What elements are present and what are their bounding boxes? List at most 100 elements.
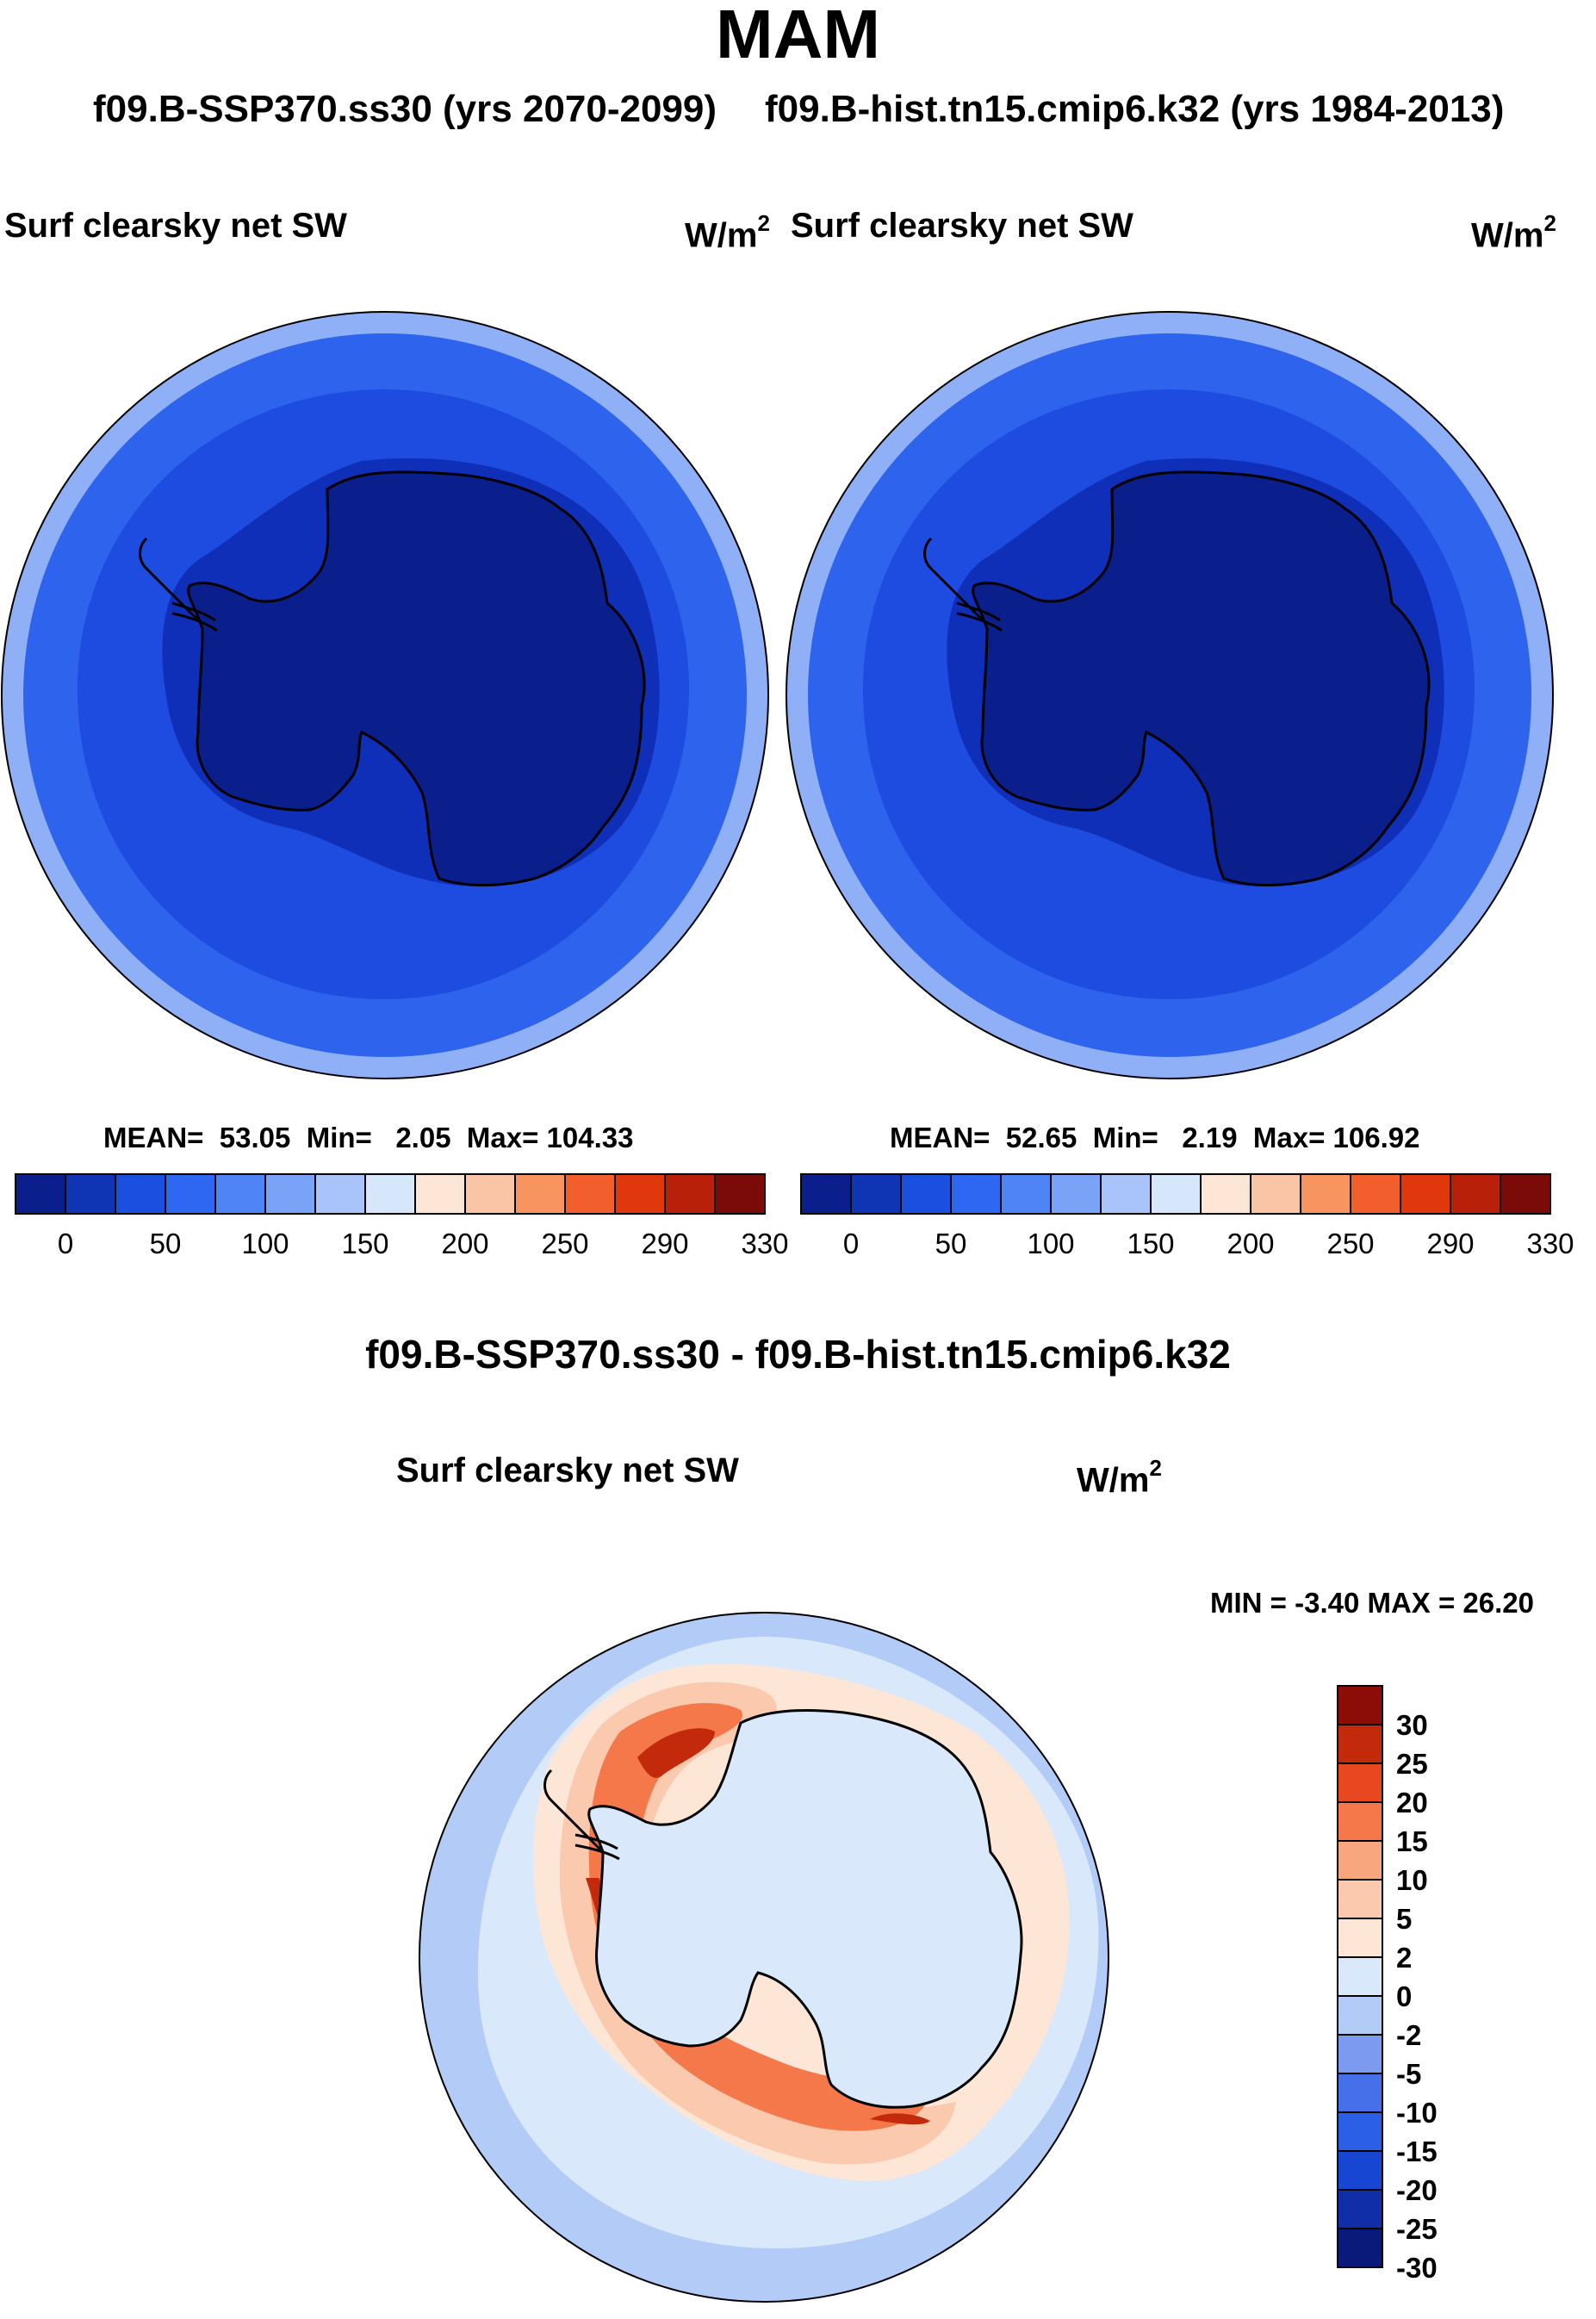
panel-a-colorbar-swatch — [264, 1173, 316, 1215]
panel-b-units: W/m2 — [1471, 210, 1556, 255]
panel-c-colorbar-swatch — [1337, 2111, 1383, 2152]
panel-a-colorbar-tick-label: 250 — [541, 1228, 588, 1259]
main-title: MAM — [715, 0, 881, 72]
panel-a-colorbar-swatch — [464, 1173, 516, 1215]
panel-c-colorbar-swatch — [1337, 1879, 1383, 1919]
panel-c-colorbar-swatch — [1337, 1685, 1383, 1725]
panel-c-colorbar-swatch — [1337, 2150, 1383, 2191]
panel-b-colorbar-swatch — [1100, 1173, 1152, 1215]
panel-c-colorbar-tick-label: -10 — [1396, 2097, 1438, 2129]
panel-c-colorbar-tick-label: 5 — [1396, 1903, 1412, 1935]
panel-c-colorbar-tick-label: -20 — [1396, 2174, 1438, 2206]
panel-b-colorbar-swatch — [900, 1173, 952, 1215]
panel-a-colorbar-swatch — [314, 1173, 366, 1215]
panel-b-colorbar-tick-label: 250 — [1326, 1228, 1374, 1259]
panel-a-peninsula — [139, 537, 218, 632]
panel-b-colorbar-swatch — [1300, 1173, 1351, 1215]
panel-a-colorbar-tick-label: 0 — [58, 1228, 73, 1259]
panel-c-colorbar-swatch — [1337, 1956, 1383, 1997]
panel-b-colorbar-swatch — [850, 1173, 902, 1215]
panel-c-antarctica — [587, 1709, 1023, 2109]
panel-c-units: W/m2 — [1077, 1455, 1162, 1500]
panel-c-colorbar-tick-label: -30 — [1396, 2252, 1438, 2284]
panel-b-map — [786, 311, 1554, 1079]
panel-b-stats: MEAN= 52.65 Min= 2.19 Max= 106.92 — [890, 1122, 1420, 1153]
panel-c-colorbar-swatch — [1337, 1763, 1383, 1803]
panel-c-colorbar-tick-label: 20 — [1396, 1787, 1428, 1819]
panel-c-colorbar-tick-label: 0 — [1396, 1980, 1412, 2012]
panel-c-colorbar-swatch — [1337, 1995, 1383, 2036]
panel-a-colorbar-tick-label: 290 — [641, 1228, 688, 1259]
panel-b-peninsula — [923, 537, 1003, 632]
panel-b-variable: Surf clearsky net SW — [791, 207, 1133, 245]
panel-b-colorbar-swatch — [1050, 1173, 1102, 1215]
panel-a-colorbar-swatch — [614, 1173, 666, 1215]
panel-a-colorbar-swatch — [65, 1173, 116, 1215]
panel-c-minmax: MIN = -3.40 MAX = 26.20 — [1210, 1587, 1535, 1619]
panel-b-map-border — [786, 311, 1554, 1079]
panel-b-colorbar-tick-label: 50 — [935, 1228, 967, 1259]
panel-a-colorbar-swatch — [664, 1173, 716, 1215]
panel-b-colorbar-tick-label: 150 — [1127, 1228, 1174, 1259]
panel-c-colorbar-tick-label: 30 — [1396, 1709, 1428, 1741]
panel-a-colorbar-tick-label: 330 — [741, 1228, 788, 1259]
panel-c-colorbar-swatch — [1337, 1918, 1383, 1958]
panel-c-colorbar-swatch — [1337, 2189, 1383, 2229]
panel-a-units: W/m2 — [685, 210, 770, 255]
panel-c-colorbar-swatch — [1337, 2034, 1383, 2074]
panel-a-colorbar-tick-label: 200 — [441, 1228, 488, 1259]
panel-c-colorbar-tick-label: -5 — [1396, 2058, 1421, 2090]
panel-c-map-border — [419, 1612, 1109, 2303]
panel-c-colorbar-tick-label: 25 — [1396, 1748, 1428, 1780]
panel-a-map-border — [1, 311, 769, 1079]
panel-c-colorbar-tick-label: -25 — [1396, 2213, 1438, 2245]
panel-b-colorbar-tick-label: 330 — [1526, 1228, 1574, 1259]
panel-a-colorbar-swatch — [514, 1173, 566, 1215]
panel-b-colorbar-swatch — [1500, 1173, 1551, 1215]
panel-b-colorbar-swatch — [1200, 1173, 1251, 1215]
panel-b-colorbar-swatch — [1250, 1173, 1301, 1215]
panel-c-colorbar-swatch — [1337, 2073, 1383, 2113]
panel-a-colorbar-tick-label: 100 — [241, 1228, 289, 1259]
panel-a-case-title: f09.B-SSP370.ss30 (yrs 2070-2099) — [93, 88, 717, 130]
panel-c-colorbar-tick-label: -15 — [1396, 2136, 1438, 2167]
panel-b-colorbar-swatch — [1400, 1173, 1451, 1215]
panel-a-colorbar-swatch — [165, 1173, 216, 1215]
panel-a-colorbar-swatch — [214, 1173, 266, 1215]
panel-b-case-title: f09.B-hist.tn15.cmip6.k32 (yrs 1984-2013… — [765, 88, 1505, 130]
panel-c-colorbar-tick-label: 15 — [1396, 1825, 1428, 1857]
panel-b-colorbar-swatch — [1000, 1173, 1052, 1215]
panel-a-map — [1, 311, 769, 1079]
panel-a-colorbar-tick-label: 50 — [150, 1228, 182, 1259]
panel-a-variable: Surf clearsky net SW — [4, 207, 347, 245]
panel-a-colorbar-swatch — [414, 1173, 466, 1215]
panel-a-colorbar-swatch — [364, 1173, 416, 1215]
panel-a-colorbar-tick-label: 150 — [341, 1228, 388, 1259]
panel-a-antarctica — [187, 470, 646, 886]
panel-b-colorbar-swatch — [1150, 1173, 1202, 1215]
panel-a-colorbar-swatch — [714, 1173, 766, 1215]
panel-a-stats: MEAN= 53.05 Min= 2.05 Max= 104.33 — [103, 1122, 634, 1153]
panel-b-colorbar-swatch — [950, 1173, 1002, 1215]
panel-b-colorbar-swatch — [1350, 1173, 1401, 1215]
panel-b-colorbar-tick-label: 290 — [1426, 1228, 1474, 1259]
panel-a-colorbar-swatch — [564, 1173, 616, 1215]
panel-b-colorbar-tick-label: 200 — [1226, 1228, 1274, 1259]
panel-c-colorbar-swatch — [1337, 1724, 1383, 1764]
panel-a-colorbar-swatch — [15, 1173, 66, 1215]
panel-c-colorbar-swatch — [1337, 1801, 1383, 1842]
panel-b-colorbar-swatch — [800, 1173, 852, 1215]
panel-c-colorbar-swatch — [1337, 2228, 1383, 2268]
panel-c-colorbar-swatch — [1337, 1840, 1383, 1881]
panel-c-colorbar-tick-label: -2 — [1396, 2019, 1421, 2051]
panel-c-colorbar-tick-label: 2 — [1396, 1942, 1412, 1974]
panel-c-peninsula — [543, 1769, 620, 1861]
panel-c-colorbar-tick-label: 10 — [1396, 1864, 1428, 1896]
panel-a-colorbar-swatch — [115, 1173, 166, 1215]
panel-c-variable: Surf clearsky net SW — [396, 1452, 739, 1489]
panel-c-map — [419, 1612, 1109, 2303]
panel-b-colorbar-tick-label: 100 — [1027, 1228, 1074, 1259]
panel-b-antarctica — [972, 470, 1431, 886]
